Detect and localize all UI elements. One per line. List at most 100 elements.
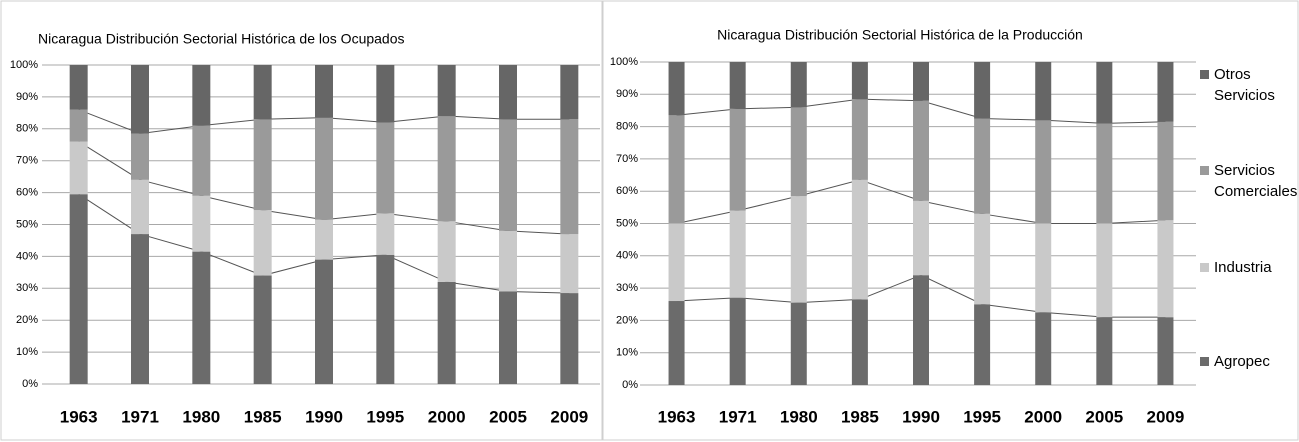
bar-segment	[192, 251, 211, 384]
bar-segment	[253, 275, 272, 384]
bar-segment	[790, 107, 807, 197]
x-tick-label: 1980	[182, 407, 220, 426]
y-tick-label: 10%	[616, 347, 638, 359]
bar-segment	[560, 293, 579, 384]
bar-segment	[253, 65, 272, 120]
chart-title: Nicaragua Distribución Sectorial Históri…	[38, 31, 405, 47]
bar-segment	[729, 297, 746, 385]
bar-segment	[499, 65, 517, 120]
bar-segment	[69, 194, 88, 384]
bar-segment	[851, 99, 868, 180]
bar-segment	[851, 299, 868, 385]
bar-segment	[974, 118, 991, 214]
chart-title: Nicaragua Distribución Sectorial Históri…	[717, 27, 1083, 43]
legend-item: Agropec	[1200, 351, 1299, 372]
bar-segment	[1035, 62, 1052, 121]
bar-segment	[437, 281, 456, 384]
bar-segment	[1035, 223, 1052, 313]
x-tick-label: 1971	[121, 407, 159, 426]
x-tick-label: 1995	[366, 407, 404, 426]
x-tick-label: 2005	[1085, 407, 1123, 426]
panel-border	[0, 0, 603, 441]
bar-segment	[560, 65, 579, 120]
x-tick-label: 2000	[428, 407, 466, 426]
legend-label: Agropec	[1214, 353, 1270, 370]
x-tick-label: 2009	[550, 407, 588, 426]
bar-segment	[790, 62, 807, 108]
bar-segment	[1157, 317, 1174, 385]
bar-segment	[69, 109, 88, 142]
bar-segment	[131, 179, 149, 235]
x-tick-label: 1985	[244, 407, 282, 426]
bar-segment	[192, 195, 211, 252]
bar-segment	[729, 62, 746, 109]
bar-segment	[668, 301, 685, 385]
legend-swatch	[1200, 70, 1209, 79]
x-tick-label: 1963	[658, 407, 696, 426]
legend-item: Otros Servicios	[1200, 64, 1299, 106]
bar-segment	[253, 119, 272, 211]
bar-segment	[790, 196, 807, 303]
bar-segment	[376, 65, 395, 123]
x-tick-label: 2000	[1024, 407, 1062, 426]
legend-swatch	[1200, 166, 1209, 175]
bar-segment	[851, 62, 868, 100]
y-tick-label: 0%	[22, 378, 38, 390]
bar-segment	[974, 62, 991, 119]
bar-segment	[1157, 220, 1174, 318]
y-tick-label: 0%	[622, 379, 638, 391]
bar-segment	[560, 119, 579, 235]
bar-segment	[192, 65, 211, 126]
bar-segment	[729, 108, 746, 211]
bar-segment	[437, 221, 456, 282]
x-tick-label: 1990	[305, 407, 343, 426]
x-tick-label: 2009	[1147, 407, 1185, 426]
y-tick-label: 30%	[616, 282, 638, 294]
y-tick-label: 20%	[16, 314, 38, 326]
y-tick-label: 20%	[616, 314, 638, 326]
x-tick-label: 1971	[719, 407, 757, 426]
y-tick-label: 10%	[16, 346, 38, 358]
bar-segment	[376, 254, 395, 384]
bar-segment	[315, 259, 333, 384]
bar-segment	[131, 234, 149, 384]
bar-segment	[69, 65, 88, 110]
y-tick-label: 50%	[616, 217, 638, 229]
x-tick-label: 1990	[902, 407, 940, 426]
bar-segment	[499, 291, 517, 384]
legend-label: Otros Servicios	[1214, 66, 1275, 104]
y-tick-label: 60%	[616, 185, 638, 197]
bar-segment	[1096, 62, 1113, 124]
bar-segment	[315, 219, 333, 260]
bar-segment	[913, 200, 929, 276]
bar-segment	[437, 116, 456, 222]
bar-segment	[499, 119, 517, 231]
bar-segment	[1096, 317, 1113, 385]
y-tick-label: 70%	[16, 155, 38, 167]
y-tick-label: 90%	[616, 88, 638, 100]
x-tick-label: 2005	[489, 407, 527, 426]
bar-segment	[69, 141, 88, 195]
y-tick-label: 40%	[16, 250, 38, 262]
bar-segment	[437, 65, 456, 117]
bar-segment	[851, 179, 868, 300]
y-tick-label: 40%	[616, 250, 638, 262]
y-tick-label: 80%	[616, 121, 638, 133]
bar-segment	[913, 100, 929, 201]
bar-segment	[560, 234, 579, 294]
x-tick-label: 1985	[841, 407, 879, 426]
bar-segment	[376, 122, 395, 214]
bar-segment	[131, 65, 149, 134]
y-tick-label: 100%	[10, 59, 38, 71]
x-tick-label: 1980	[780, 407, 818, 426]
bar-segment	[253, 210, 272, 276]
bar-segment	[315, 117, 333, 220]
legend-label: Servicios Comerciales	[1214, 162, 1298, 200]
bar-segment	[315, 65, 333, 118]
legend-label: Industria	[1214, 259, 1272, 276]
x-tick-label: 1963	[60, 407, 98, 426]
y-tick-label: 70%	[616, 153, 638, 165]
bar-segment	[913, 62, 929, 101]
